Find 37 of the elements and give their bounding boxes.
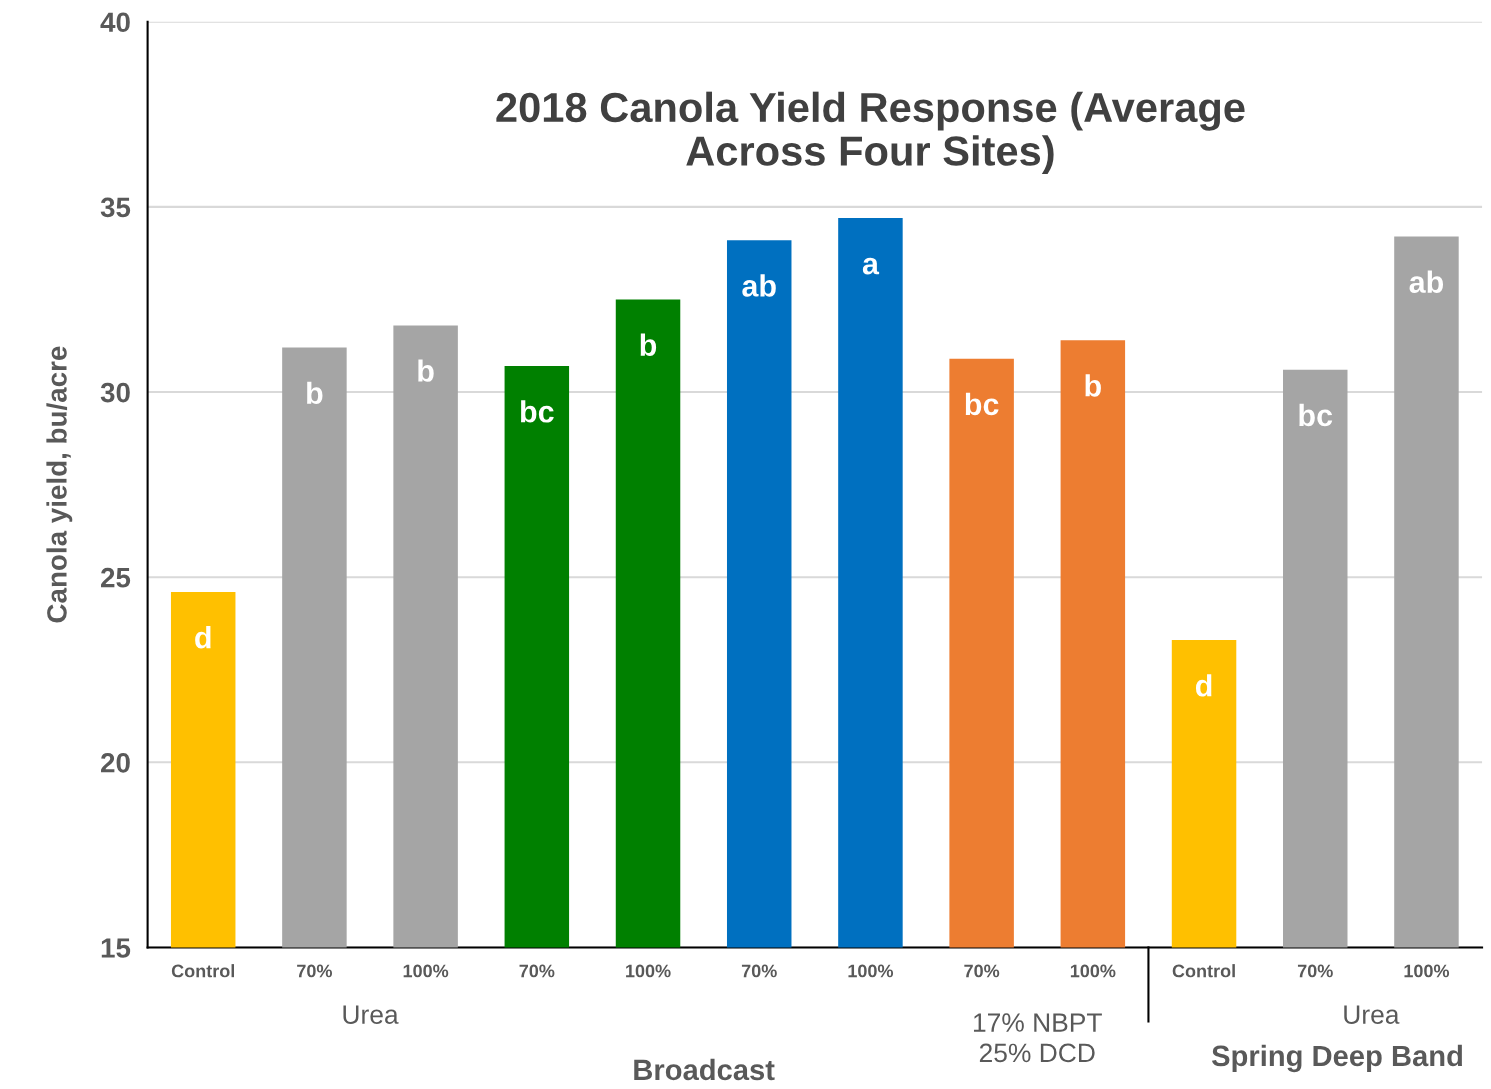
y-tick-label: 25	[101, 567, 131, 588]
text: 17% NBPT 25% DCD	[973, 1013, 1102, 1063]
y-tick-label: 30	[100, 382, 130, 403]
x-tick-label: 70%	[964, 964, 1000, 978]
data-label: d	[1195, 674, 1212, 697]
data-label: d	[195, 626, 211, 649]
data-label: b	[1085, 374, 1101, 397]
x-tick-label: 70%	[519, 964, 555, 978]
x-tick-label: 70%	[741, 964, 777, 978]
x-tick-label: 100%	[1404, 964, 1450, 978]
data-label: b	[640, 333, 657, 356]
x-tick-label: 70%	[1297, 964, 1333, 978]
text: Spring Deep Band	[1211, 1044, 1462, 1073]
data-label: bc	[965, 392, 999, 416]
text: Broadcast	[634, 1058, 775, 1081]
x-tick-label: 100%	[403, 964, 449, 978]
text: 2018 Canola Yield Response (Average Across Four Sites)	[496, 91, 1245, 175]
data-label: ab	[742, 274, 776, 297]
x-tick-label: Control	[1172, 964, 1235, 978]
data-label: b	[418, 359, 434, 382]
data-label: b	[307, 381, 323, 405]
data-label: bc	[1299, 403, 1333, 427]
text: Urea	[1344, 1005, 1400, 1024]
x-tick-label: 70%	[297, 964, 333, 978]
x-tick-label: 100%	[626, 964, 671, 978]
x-tick-label: 100%	[848, 964, 894, 978]
data-label: bc	[521, 400, 554, 423]
data-label: a	[862, 257, 880, 275]
x-tick-label: Control	[171, 964, 235, 978]
data-label: ab	[1409, 270, 1444, 293]
y-tick-label: 20	[101, 752, 130, 773]
y-tick-label: 15	[101, 938, 131, 958]
y-tick-label: 40	[100, 12, 130, 33]
text: Urea	[343, 1005, 399, 1024]
x-tick-label: 100%	[1070, 964, 1116, 978]
y-tick-label: 35	[100, 197, 131, 218]
y-axis-title: Canola yield, bu/acre	[46, 346, 73, 623]
